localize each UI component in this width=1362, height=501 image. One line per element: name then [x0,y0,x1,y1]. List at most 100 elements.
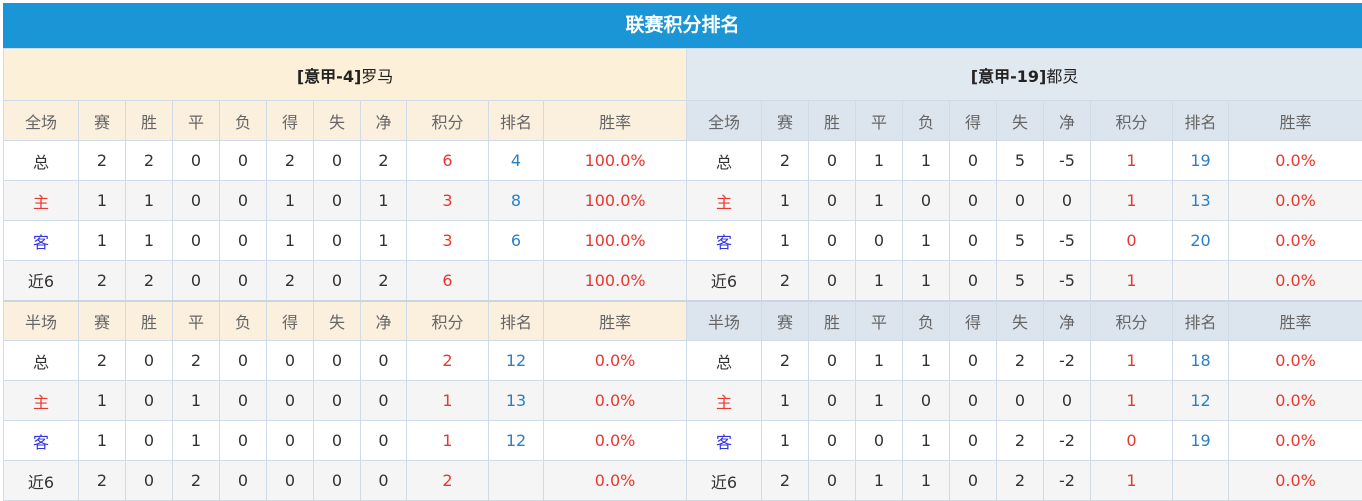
cell-drawn: 1 [856,461,903,501]
half-header-row: 半场赛胜平负得失净积分排名胜率 [4,301,687,341]
cell-points: 1 [1091,181,1173,221]
cell-label: 客 [4,421,79,461]
cell-points: 1 [1091,261,1173,301]
cell-won: 0 [809,381,856,421]
cell-goals-against: 5 [997,221,1044,261]
full-header-row: 全场赛胜平负得失净积分排名胜率 [4,101,687,141]
cell-goals-against: 0 [314,461,361,501]
cell-played: 1 [79,381,126,421]
cell-drawn: 0 [173,221,220,261]
cell-won: 2 [126,261,173,301]
cell-goals-for: 0 [267,421,314,461]
cell-win-rate: 0.0% [1229,461,1362,501]
cell-points: 3 [407,221,489,261]
cell-won: 0 [126,381,173,421]
cell-goals-for: 1 [267,181,314,221]
cell-lost: 0 [220,221,267,261]
column-header-rank: 排名 [1173,101,1229,141]
cell-goal-diff: -2 [1044,461,1091,501]
cell-won: 1 [126,221,173,261]
cell-lost: 1 [903,261,950,301]
column-header-goals-against: 失 [314,101,361,141]
column-header-lost: 负 [220,301,267,341]
cell-played: 2 [79,341,126,381]
column-header-drawn: 平 [173,301,220,341]
cell-goal-diff: 0 [361,341,407,381]
cell-rank [489,261,544,301]
cell-won: 1 [126,181,173,221]
cell-goals-for: 2 [267,141,314,181]
full-header-row: 全场赛胜平负得失净积分排名胜率 [687,101,1362,141]
cell-goals-for: 0 [950,261,997,301]
cell-rank: 12 [1173,381,1229,421]
cell-goal-diff: 0 [1044,181,1091,221]
cell-lost: 1 [903,141,950,181]
column-header-won: 胜 [809,301,856,341]
team-league-rank: [意甲-19] [971,67,1047,86]
cell-rank [489,461,544,501]
cell-won: 0 [809,181,856,221]
column-header-label: 全场 [4,101,79,141]
cell-goal-diff: -2 [1044,421,1091,461]
cell-goal-diff: -5 [1044,261,1091,301]
cell-goal-diff: 0 [361,381,407,421]
cell-drawn: 0 [173,141,220,181]
cell-played: 2 [762,261,809,301]
cell-goals-against: 0 [314,421,361,461]
cell-rank: 13 [1173,181,1229,221]
cell-label: 客 [687,421,762,461]
column-header-points: 积分 [407,301,489,341]
cell-points: 0 [1091,421,1173,461]
team-name: [意甲-19]都灵 [687,49,1362,101]
column-header-won: 胜 [126,301,173,341]
cell-won: 0 [809,221,856,261]
cell-played: 2 [79,461,126,501]
cell-win-rate: 0.0% [1229,381,1362,421]
cell-label: 近6 [687,261,762,301]
column-header-win-rate: 胜率 [1229,101,1362,141]
cell-goal-diff: 0 [361,461,407,501]
column-header-label: 半场 [4,301,79,341]
cell-goals-against: 0 [314,381,361,421]
cell-won: 0 [809,421,856,461]
cell-lost: 0 [903,381,950,421]
column-header-lost: 负 [903,301,950,341]
cell-label: 总 [687,141,762,181]
cell-drawn: 0 [173,261,220,301]
cell-win-rate: 100.0% [544,261,687,301]
cell-drawn: 1 [856,141,903,181]
team-name: [意甲-4]罗马 [4,49,687,101]
cell-points: 2 [407,341,489,381]
cell-goals-for: 2 [267,261,314,301]
cell-points: 1 [1091,141,1173,181]
cell-points: 1 [1091,341,1173,381]
cell-lost: 0 [220,181,267,221]
cell-goal-diff: 0 [361,421,407,461]
column-header-goals-against: 失 [997,101,1044,141]
cell-goals-for: 0 [267,461,314,501]
cell-lost: 0 [220,141,267,181]
cell-goals-against: 2 [997,341,1044,381]
widget-title: 联赛积分排名 [3,3,1362,48]
cell-goal-diff: -2 [1044,341,1091,381]
cell-label: 客 [687,221,762,261]
column-header-lost: 负 [903,101,950,141]
column-header-win-rate: 胜率 [544,301,687,341]
cell-rank: 18 [1173,341,1229,381]
cell-won: 0 [809,261,856,301]
cell-win-rate: 0.0% [1229,261,1362,301]
column-header-won: 胜 [809,101,856,141]
team-name-row: [意甲-4]罗马 [4,49,687,101]
column-header-drawn: 平 [856,101,903,141]
cell-lost: 1 [903,421,950,461]
cell-lost: 0 [220,341,267,381]
cell-goal-diff: 1 [361,221,407,261]
cell-lost: 0 [220,261,267,301]
cell-goals-against: 0 [314,341,361,381]
